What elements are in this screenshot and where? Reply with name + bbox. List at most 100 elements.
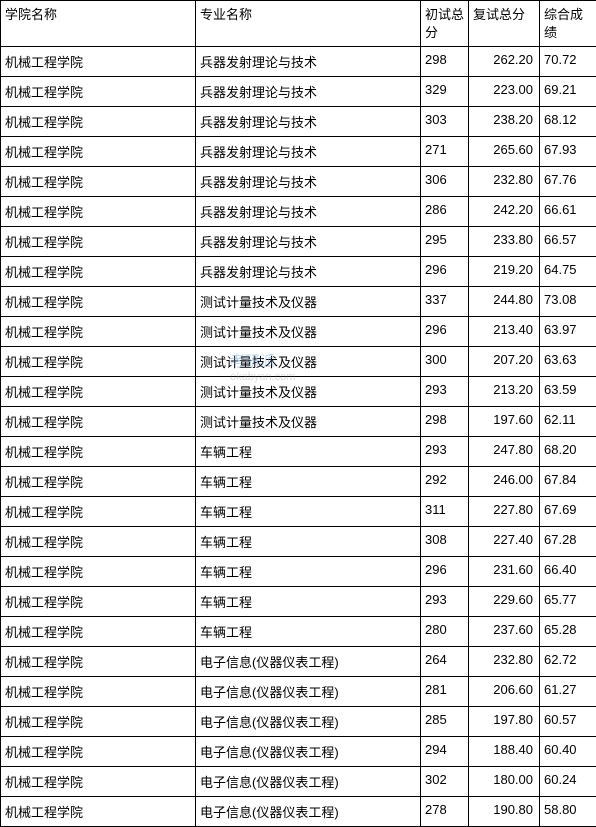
- cell-score2: 227.80: [469, 497, 540, 527]
- col-header-score1: 初试总分: [421, 1, 469, 47]
- cell-score3: 73.08: [540, 287, 596, 317]
- table-row: 机械工程学院兵器发射理论与技术296219.2064.75: [1, 257, 596, 287]
- cell-score2: 180.00: [469, 767, 540, 797]
- cell-score3: 68.20: [540, 437, 596, 467]
- cell-major: 测试计量技术及仪器: [196, 407, 421, 437]
- cell-score2: 232.80: [469, 647, 540, 677]
- cell-score1: 285: [421, 707, 469, 737]
- col-header-college: 学院名称: [1, 1, 196, 47]
- cell-score3: 63.59: [540, 377, 596, 407]
- cell-score3: 66.40: [540, 557, 596, 587]
- cell-score1: 295: [421, 227, 469, 257]
- table-row: 机械工程学院电子信息(仪器仪表工程)285197.8060.57: [1, 707, 596, 737]
- cell-college: 机械工程学院: [1, 287, 196, 317]
- cell-score2: 197.60: [469, 407, 540, 437]
- cell-major: 兵器发射理论与技术: [196, 167, 421, 197]
- table-row: 机械工程学院电子信息(仪器仪表工程)294188.4060.40: [1, 737, 596, 767]
- cell-score2: 232.80: [469, 167, 540, 197]
- cell-score3: 67.28: [540, 527, 596, 557]
- cell-college: 机械工程学院: [1, 587, 196, 617]
- cell-major: 车辆工程: [196, 437, 421, 467]
- cell-score2: 233.80: [469, 227, 540, 257]
- cell-major: 兵器发射理论与技术: [196, 77, 421, 107]
- table-row: 机械工程学院车辆工程296231.6066.40: [1, 557, 596, 587]
- cell-major: 电子信息(仪器仪表工程): [196, 647, 421, 677]
- table-row: 机械工程学院电子信息(仪器仪表工程)264232.8062.72: [1, 647, 596, 677]
- cell-score3: 58.80: [540, 797, 596, 827]
- cell-score3: 60.57: [540, 707, 596, 737]
- cell-score2: 242.20: [469, 197, 540, 227]
- col-header-major: 专业名称: [196, 1, 421, 47]
- table-header: 学院名称 专业名称 初试总分 复试总分 综合成绩: [1, 1, 596, 47]
- cell-major: 测试计量技术及仪器: [196, 347, 421, 377]
- cell-score2: 223.00: [469, 77, 540, 107]
- cell-score1: 296: [421, 317, 469, 347]
- cell-score1: 286: [421, 197, 469, 227]
- cell-score2: 188.40: [469, 737, 540, 767]
- cell-score1: 306: [421, 167, 469, 197]
- cell-major: 测试计量技术及仪器: [196, 377, 421, 407]
- cell-score1: 298: [421, 407, 469, 437]
- cell-score3: 66.61: [540, 197, 596, 227]
- cell-college: 机械工程学院: [1, 437, 196, 467]
- table-row: 机械工程学院车辆工程292246.0067.84: [1, 467, 596, 497]
- col-header-score3: 综合成绩: [540, 1, 596, 47]
- cell-college: 机械工程学院: [1, 257, 196, 287]
- cell-college: 机械工程学院: [1, 557, 196, 587]
- cell-score1: 303: [421, 107, 469, 137]
- table-row: 机械工程学院车辆工程311227.8067.69: [1, 497, 596, 527]
- cell-score3: 61.27: [540, 677, 596, 707]
- cell-college: 机械工程学院: [1, 497, 196, 527]
- cell-score1: 293: [421, 437, 469, 467]
- scores-table: 学院名称 专业名称 初试总分 复试总分 综合成绩 机械工程学院兵器发射理论与技术…: [0, 0, 596, 827]
- cell-score3: 65.28: [540, 617, 596, 647]
- cell-college: 机械工程学院: [1, 227, 196, 257]
- cell-score3: 65.77: [540, 587, 596, 617]
- col-header-score2: 复试总分: [469, 1, 540, 47]
- cell-college: 机械工程学院: [1, 737, 196, 767]
- cell-score3: 60.24: [540, 767, 596, 797]
- cell-score1: 300: [421, 347, 469, 377]
- table-row: 机械工程学院电子信息(仪器仪表工程)278190.8058.80: [1, 797, 596, 827]
- cell-college: 机械工程学院: [1, 137, 196, 167]
- cell-major: 车辆工程: [196, 467, 421, 497]
- table-row: 机械工程学院兵器发射理论与技术295233.8066.57: [1, 227, 596, 257]
- cell-score2: 265.60: [469, 137, 540, 167]
- cell-score2: 229.60: [469, 587, 540, 617]
- table-row: 机械工程学院兵器发射理论与技术329223.0069.21: [1, 77, 596, 107]
- cell-score2: 206.60: [469, 677, 540, 707]
- cell-score1: 308: [421, 527, 469, 557]
- cell-score3: 70.72: [540, 47, 596, 77]
- table-row: 机械工程学院测试计量技术及仪器300207.2063.63: [1, 347, 596, 377]
- cell-college: 机械工程学院: [1, 167, 196, 197]
- cell-score2: 190.80: [469, 797, 540, 827]
- table-row: 机械工程学院兵器发射理论与技术298262.2070.72: [1, 47, 596, 77]
- cell-score2: 238.20: [469, 107, 540, 137]
- cell-college: 机械工程学院: [1, 77, 196, 107]
- cell-college: 机械工程学院: [1, 407, 196, 437]
- cell-major: 电子信息(仪器仪表工程): [196, 737, 421, 767]
- table-row: 机械工程学院兵器发射理论与技术303238.2068.12: [1, 107, 596, 137]
- cell-score1: 296: [421, 257, 469, 287]
- cell-college: 机械工程学院: [1, 107, 196, 137]
- cell-college: 机械工程学院: [1, 197, 196, 227]
- cell-college: 机械工程学院: [1, 767, 196, 797]
- cell-score2: 197.80: [469, 707, 540, 737]
- table-row: 机械工程学院测试计量技术及仪器298197.6062.11: [1, 407, 596, 437]
- cell-major: 电子信息(仪器仪表工程): [196, 707, 421, 737]
- cell-score1: 293: [421, 587, 469, 617]
- table-row: 机械工程学院电子信息(仪器仪表工程)281206.6061.27: [1, 677, 596, 707]
- cell-major: 电子信息(仪器仪表工程): [196, 677, 421, 707]
- cell-score2: 213.20: [469, 377, 540, 407]
- table-row: 机械工程学院车辆工程280237.6065.28: [1, 617, 596, 647]
- cell-score3: 64.75: [540, 257, 596, 287]
- table-container: 考研派 okabyan.com 学院名称 专业名称 初试总分 复试总分 综合成绩…: [0, 0, 596, 827]
- cell-score3: 67.93: [540, 137, 596, 167]
- cell-college: 机械工程学院: [1, 707, 196, 737]
- table-row: 机械工程学院兵器发射理论与技术286242.2066.61: [1, 197, 596, 227]
- cell-major: 车辆工程: [196, 617, 421, 647]
- cell-score1: 296: [421, 557, 469, 587]
- cell-college: 机械工程学院: [1, 347, 196, 377]
- cell-college: 机械工程学院: [1, 377, 196, 407]
- cell-score1: 302: [421, 767, 469, 797]
